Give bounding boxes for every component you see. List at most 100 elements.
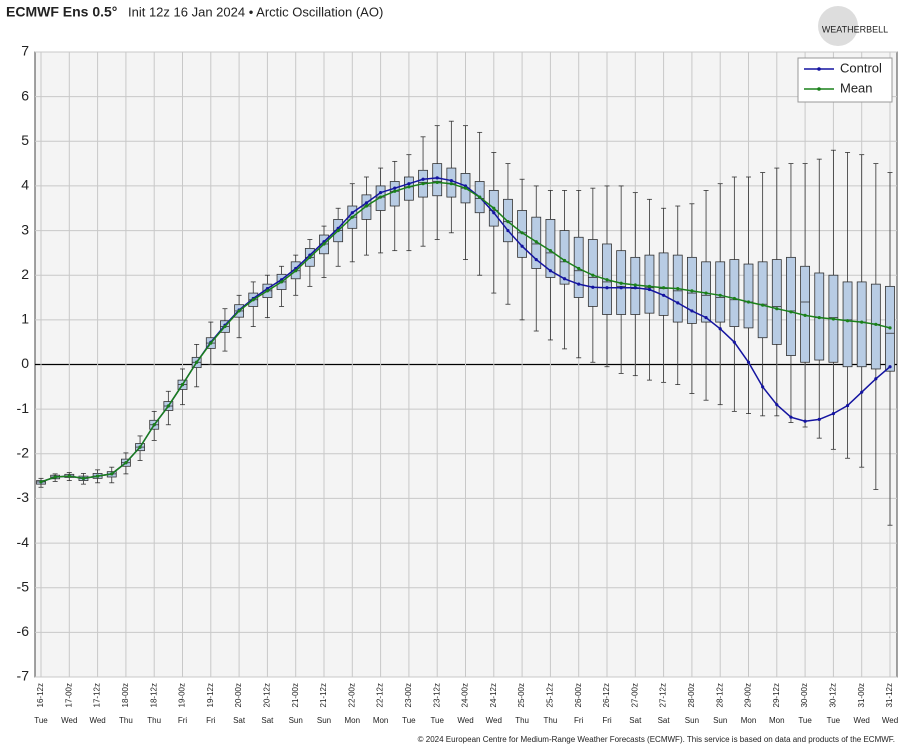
series-point	[251, 298, 255, 302]
series-point	[393, 189, 397, 193]
x-tick-label: 28-12z	[715, 683, 724, 707]
day-label: Thu	[147, 716, 161, 725]
box	[715, 261, 726, 323]
series-point	[449, 178, 453, 183]
series-point	[662, 293, 666, 297]
series-point	[562, 258, 567, 263]
series-point	[803, 419, 807, 423]
series-point	[534, 257, 538, 262]
day-label: Mon	[373, 716, 389, 725]
day-label: Fri	[574, 716, 584, 725]
x-tick-label: 16-12z	[36, 683, 45, 707]
y-tick-label: 1	[21, 311, 29, 327]
legend-label: Control	[840, 60, 882, 75]
y-tick-label: 0	[21, 355, 29, 371]
x-tick-label: 21-00z	[291, 683, 300, 707]
x-tick-label: 29-12z	[772, 683, 781, 707]
day-label: Mon	[741, 716, 757, 725]
series-point	[534, 240, 538, 244]
x-tick-label: 22-12z	[376, 683, 385, 707]
y-tick-label: 3	[21, 221, 29, 237]
x-tick-label: 24-00z	[461, 683, 470, 707]
series-point	[435, 180, 439, 184]
series-point	[53, 475, 57, 479]
box	[757, 261, 768, 339]
series-point	[633, 283, 637, 287]
y-tick-label: 5	[21, 132, 29, 148]
x-tick-label: 20-00z	[234, 683, 243, 707]
x-tick-label: 29-00z	[744, 683, 753, 707]
legend-dot	[817, 87, 821, 91]
box	[559, 230, 570, 285]
box	[389, 181, 400, 207]
series-point	[407, 185, 411, 189]
grid	[35, 51, 897, 678]
series-point	[294, 269, 298, 273]
day-label: Wed	[486, 716, 502, 725]
x-tick-label: 20-12z	[263, 683, 272, 707]
day-label: Thu	[119, 716, 133, 725]
day-label: Wed	[882, 716, 898, 725]
series-point	[124, 461, 128, 465]
x-tick-label: 18-12z	[149, 683, 158, 707]
series-point	[421, 182, 425, 186]
x-tick-label: 24-12z	[489, 683, 498, 707]
series-point	[548, 249, 553, 253]
x-tick-label: 27-00z	[630, 683, 639, 707]
box	[644, 254, 655, 314]
box	[658, 252, 669, 316]
series-point	[138, 445, 142, 449]
chart-subtitle: Init 12z 16 Jan 2024 • Arctic Oscillatio…	[128, 4, 383, 19]
series-point	[421, 177, 425, 181]
day-label: Sun	[289, 716, 303, 725]
day-label: Mon	[769, 716, 785, 725]
chart-title: ECMWF Ens 0.5°	[6, 4, 117, 20]
series-point	[520, 231, 524, 235]
series-point	[548, 269, 553, 273]
series-point	[195, 360, 199, 364]
series-point	[379, 191, 383, 195]
series-point	[619, 281, 623, 285]
day-label: Tue	[798, 716, 812, 725]
y-tick-label: 7	[21, 43, 29, 59]
series-point	[209, 341, 213, 345]
x-tick-label: 18-00z	[121, 683, 130, 707]
series-point	[506, 228, 510, 233]
series-point	[364, 204, 369, 208]
day-label: Tue	[34, 716, 48, 725]
day-label: Tue	[402, 716, 416, 725]
series-point	[492, 206, 496, 210]
series-point	[845, 403, 850, 408]
series-point	[110, 472, 114, 476]
series-point	[478, 195, 482, 199]
x-tick-label: 28-00z	[687, 683, 696, 707]
series-point	[463, 186, 468, 190]
y-tick-label: -7	[17, 668, 30, 684]
x-tick-label: 25-00z	[517, 683, 526, 707]
day-label: Tue	[430, 716, 444, 725]
series-point	[874, 377, 878, 381]
series-point	[746, 300, 751, 304]
x-tick-label: 23-12z	[432, 683, 441, 707]
day-label: Wed	[854, 716, 870, 725]
day-label: Wed	[457, 716, 473, 725]
day-label: Fri	[206, 716, 216, 725]
day-label: Sun	[317, 716, 331, 725]
series-point	[761, 385, 765, 389]
day-label: Sun	[685, 716, 699, 725]
series-point	[761, 303, 765, 307]
series-point	[81, 476, 86, 480]
series-point	[860, 320, 864, 324]
y-tick-label: -3	[17, 489, 30, 505]
series-point	[152, 423, 156, 427]
box	[786, 256, 796, 356]
day-label: Thu	[515, 716, 529, 725]
series-point	[676, 301, 680, 305]
x-tick-label: 23-00z	[404, 683, 413, 707]
day-label: Wed	[89, 716, 105, 725]
day-label: Wed	[61, 716, 77, 725]
logo-icon	[818, 6, 858, 46]
series-point	[633, 286, 637, 290]
y-tick-label: 4	[21, 177, 29, 193]
